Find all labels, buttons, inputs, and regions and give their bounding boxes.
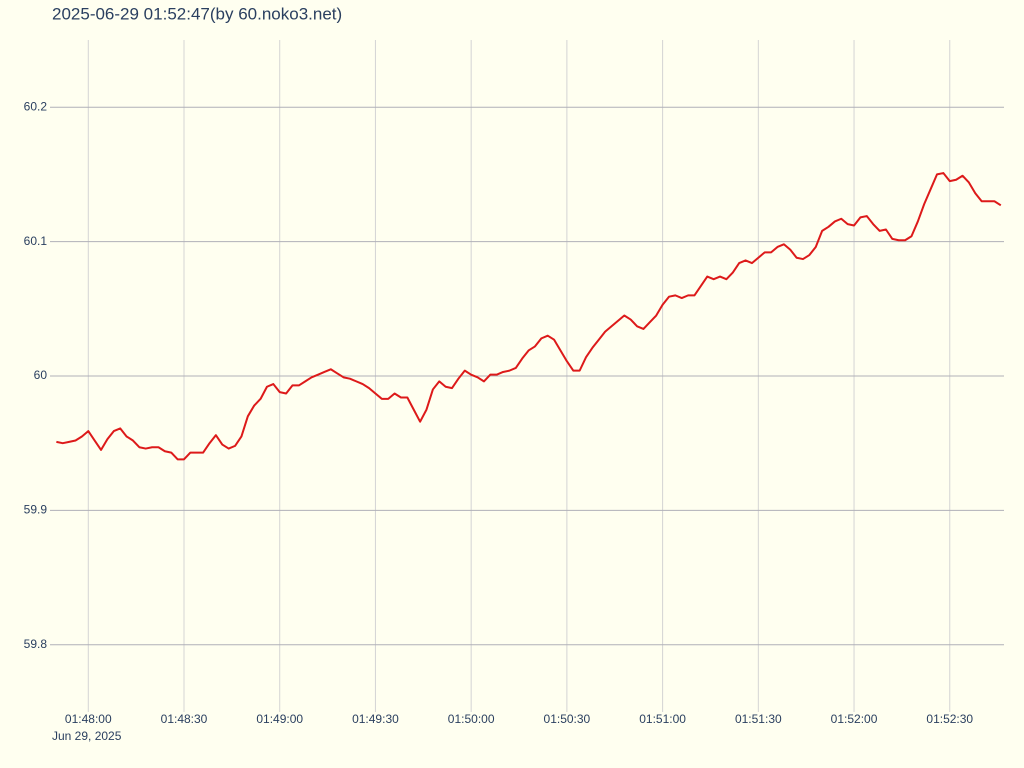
price-line: [56, 172, 1002, 461]
y-tick-label: 60.2: [24, 99, 48, 113]
x-tick-label: 01:52:00: [831, 712, 878, 726]
x-tick-label: 01:50:30: [544, 712, 591, 726]
x-tick-label: 01:48:30: [161, 712, 208, 726]
y-tick-label: 59.8: [24, 637, 48, 651]
x-tick-label: 01:49:30: [352, 712, 399, 726]
x-tick-label: 01:51:30: [735, 712, 782, 726]
y-tick-label: 59.9: [24, 503, 48, 517]
chart-title: 2025-06-29 01:52:47(by 60.noko3.net): [52, 4, 342, 23]
y-tick-label: 60: [34, 368, 48, 382]
x-tick-label: 01:51:00: [639, 712, 686, 726]
x-tick-label: 01:49:00: [256, 712, 303, 726]
y-tick-label: 60.1: [24, 234, 48, 248]
x-date-label: Jun 29, 2025: [52, 729, 122, 743]
x-tick-label: 01:52:30: [926, 712, 973, 726]
x-tick-label: 01:50:00: [448, 712, 495, 726]
x-tick-label: 01:48:00: [65, 712, 112, 726]
